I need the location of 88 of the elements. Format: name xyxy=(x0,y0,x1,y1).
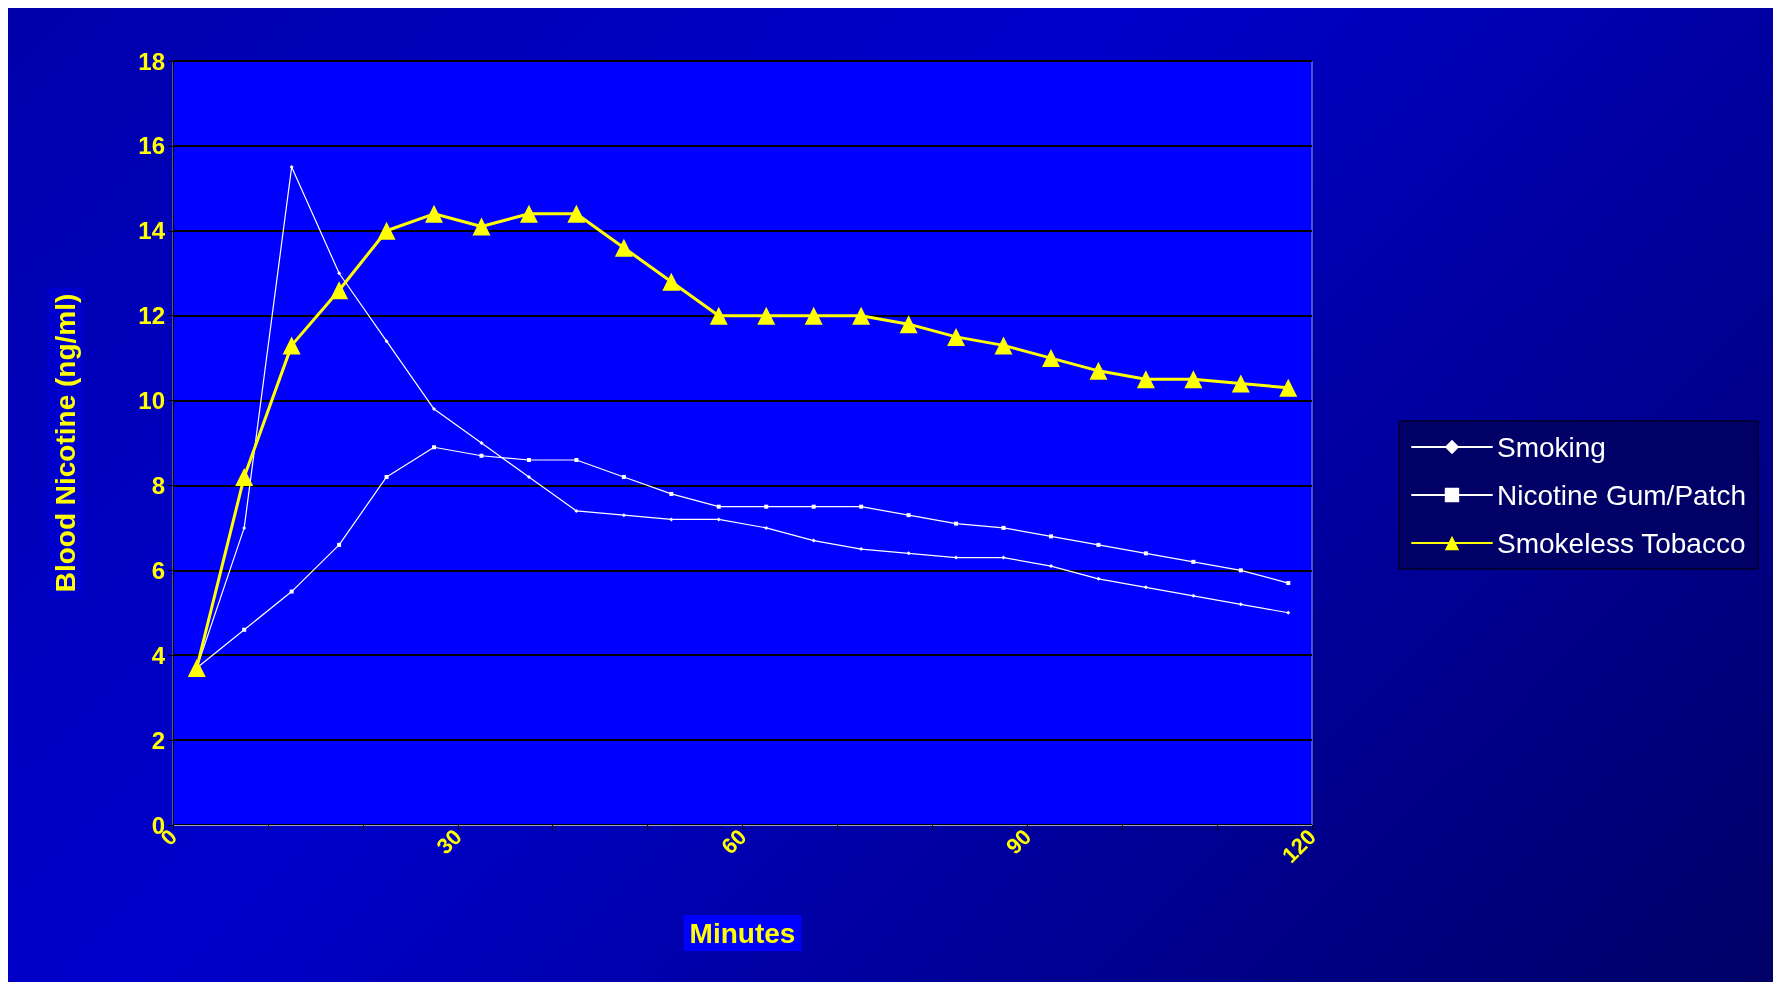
point xyxy=(906,513,911,518)
point xyxy=(1191,559,1196,564)
y-tick-label: 8 xyxy=(151,471,165,499)
point xyxy=(1136,370,1155,389)
point xyxy=(235,467,254,486)
point xyxy=(669,491,674,496)
point xyxy=(1048,534,1053,539)
point xyxy=(899,315,918,334)
y-tick-label: 18 xyxy=(138,47,165,75)
point xyxy=(811,538,816,543)
point xyxy=(716,504,721,509)
point xyxy=(242,525,247,530)
point xyxy=(1041,349,1060,368)
point xyxy=(567,204,586,223)
x-tick-label: 60 xyxy=(716,824,752,860)
point xyxy=(1143,585,1148,590)
point xyxy=(994,336,1013,355)
point xyxy=(432,445,437,450)
point xyxy=(709,306,728,325)
point xyxy=(479,453,484,458)
point xyxy=(432,407,437,412)
point xyxy=(1089,361,1108,380)
point xyxy=(526,457,531,462)
x-axis-title: Minutes xyxy=(689,917,796,949)
point xyxy=(1143,551,1148,556)
point xyxy=(954,555,959,560)
point xyxy=(282,336,301,355)
point xyxy=(716,517,721,522)
point xyxy=(1096,576,1101,581)
point xyxy=(804,306,823,325)
point xyxy=(425,204,444,223)
point xyxy=(669,517,674,522)
x-tick-label: 90 xyxy=(1001,824,1037,860)
point xyxy=(614,238,633,257)
point xyxy=(947,327,966,346)
point xyxy=(852,306,871,325)
point xyxy=(574,508,579,513)
point xyxy=(954,521,959,526)
y-tick-label: 14 xyxy=(138,217,166,245)
x-tick-label: 30 xyxy=(431,824,467,860)
point xyxy=(764,504,769,509)
point xyxy=(519,204,538,223)
point xyxy=(757,306,776,325)
y-axis-title: Blood Nicotine (ng/ml) xyxy=(49,293,81,593)
point xyxy=(1279,378,1298,397)
point xyxy=(384,474,389,479)
legend-label: Nicotine Gum/Patch xyxy=(1496,479,1746,511)
point xyxy=(289,165,294,170)
point xyxy=(289,589,294,594)
point xyxy=(1238,602,1243,607)
x-tick-label: 120 xyxy=(1277,824,1321,868)
point xyxy=(1231,374,1250,393)
point xyxy=(384,339,389,344)
point xyxy=(1048,564,1053,569)
y-tick-label: 2 xyxy=(151,726,165,754)
point xyxy=(662,272,681,291)
point xyxy=(859,547,864,552)
y-tick-label: 12 xyxy=(138,302,165,330)
y-tick-label: 16 xyxy=(138,132,165,160)
point xyxy=(574,457,579,462)
point xyxy=(621,474,626,479)
y-tick-label: 6 xyxy=(151,556,165,584)
point xyxy=(479,441,484,445)
point xyxy=(1001,555,1006,560)
point xyxy=(187,658,206,677)
point xyxy=(1238,568,1243,573)
point xyxy=(1191,593,1196,598)
legend-label: Smoking xyxy=(1496,431,1606,463)
point xyxy=(1184,370,1203,389)
point xyxy=(764,525,769,530)
y-tick-label: 10 xyxy=(138,387,165,415)
point xyxy=(337,271,342,276)
point xyxy=(906,551,911,556)
point xyxy=(859,504,864,509)
y-tick-label: 4 xyxy=(151,641,166,669)
point xyxy=(1001,525,1006,530)
point xyxy=(526,474,531,479)
point xyxy=(1096,542,1101,547)
point xyxy=(1286,610,1291,615)
point xyxy=(242,627,247,632)
point xyxy=(472,217,491,236)
point xyxy=(621,513,626,518)
point xyxy=(811,504,816,509)
point xyxy=(330,281,349,300)
point xyxy=(377,221,396,240)
point xyxy=(337,542,342,547)
point xyxy=(1286,581,1291,586)
legend-label: Smokeless Tobacco xyxy=(1496,527,1746,559)
